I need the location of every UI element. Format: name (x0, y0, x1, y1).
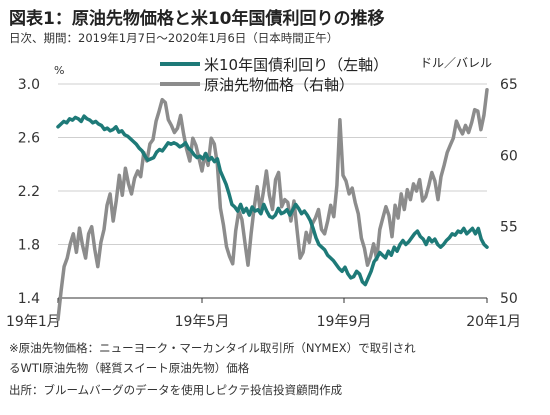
footnote-line-2: るWTI原油先物（軽質スイート原油先物）価格 (9, 361, 250, 375)
right-axis-tick-label: 50 (500, 291, 518, 307)
left-axis-tick-label: 1.4 (18, 291, 40, 307)
right-axis-tick-label: 65 (500, 77, 518, 93)
left-axis-tick-label: 2.2 (18, 184, 40, 200)
left-axis-tick-label: 3.0 (18, 77, 40, 93)
right-axis-ticks: 50 55 60 65 (500, 77, 518, 307)
x-axis-tick-label: 19年5月 (175, 314, 230, 330)
crude-oil-series-line (56, 87, 489, 322)
footnote-line-1: ※原油先物価格：ニューヨーク・マーカンタイル取引所（NYMEX）で取引され (9, 341, 416, 355)
left-axis-unit-label: % (54, 64, 64, 77)
left-axis-tick-label: 2.6 (18, 131, 40, 147)
gridlines (58, 83, 487, 245)
left-axis-ticks: 1.4 1.8 2.2 2.6 3.0 (18, 77, 40, 307)
left-axis-tick-label: 1.8 (18, 238, 40, 254)
legend: 米10年国債利回り（左軸） 原油先物価格（右軸） (160, 56, 388, 94)
right-axis-tick-label: 55 (500, 220, 518, 236)
chart-title: 図表1：原油先物価格と米10年国債利回りの推移 (9, 9, 385, 29)
right-axis-tick-label: 60 (500, 148, 518, 164)
legend-entry-treasury-yield: 米10年国債利回り（左軸） (204, 56, 388, 74)
treasury-yield-series-line (56, 114, 489, 287)
series-lines (56, 87, 489, 322)
x-axis-ticks: 19年1月 19年5月 19年9月 20年1月 (6, 298, 521, 330)
right-axis-unit-label: ドル／バレル (420, 56, 492, 70)
source-note: 出所：ブルームバーグのデータを使用しピクテ投信投資顧問作成 (9, 383, 343, 397)
x-axis-tick-label: 19年1月 (6, 314, 61, 330)
legend-entry-crude-oil: 原油先物価格（右軸） (204, 76, 354, 94)
chart-subtitle: 日次、期間：2019年1月7日～2020年1月6日（日本時間正午） (9, 31, 339, 45)
x-axis-tick-label: 20年1月 (466, 314, 521, 330)
x-axis-tick-label: 19年9月 (317, 314, 372, 330)
